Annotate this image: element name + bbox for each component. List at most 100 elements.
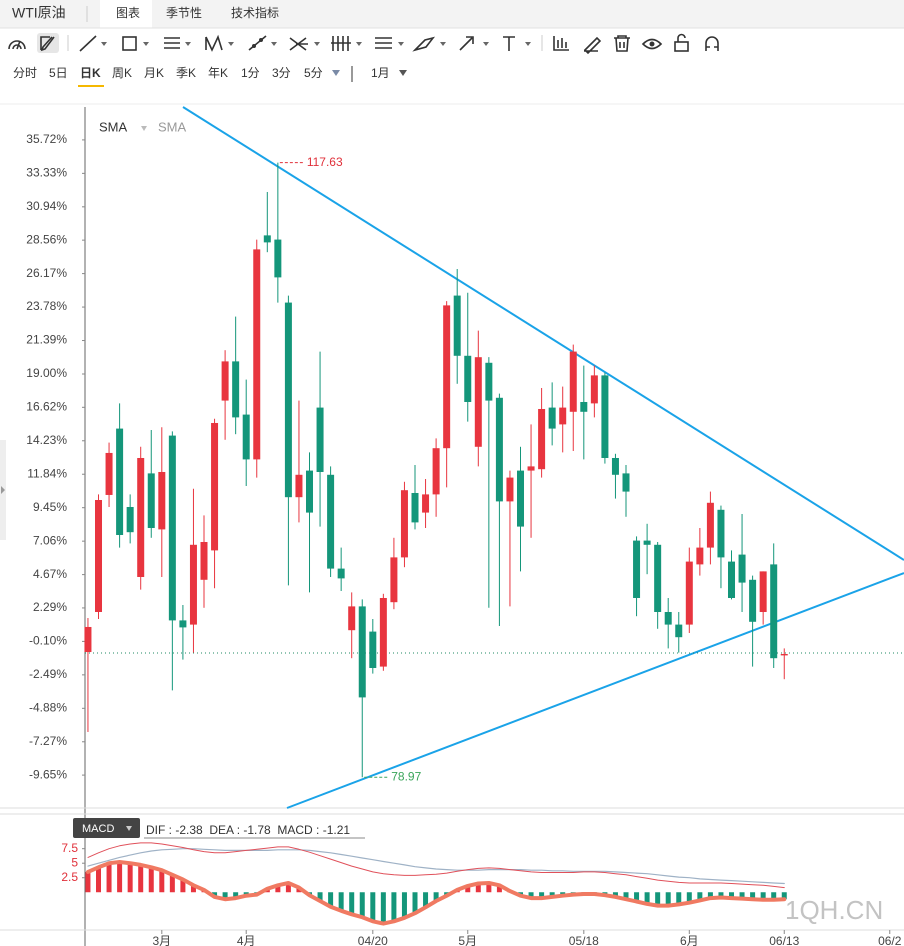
candle-body <box>464 355 472 402</box>
period[interactable]: 5日 <box>49 66 68 80</box>
period-bar: 分时 5日 日K 周K 月K 季K 年K 1分 3分 5分 1月 <box>13 66 407 87</box>
candle-body <box>116 428 124 535</box>
y-tick-label: 2.29% <box>33 600 67 614</box>
candle-body <box>590 375 598 404</box>
tool-icon[interactable] <box>674 33 689 52</box>
candle-body <box>126 506 134 533</box>
tool-icon[interactable] <box>79 35 107 52</box>
tool-icon[interactable] <box>8 40 26 50</box>
annotation: 117.63 <box>307 155 343 169</box>
candle-body <box>379 597 387 667</box>
tool-icon[interactable] <box>331 36 362 51</box>
candle-body <box>675 624 683 638</box>
candle-body <box>538 408 546 470</box>
y-tick-label: 19.00% <box>26 366 67 380</box>
dropdown-caret[interactable] <box>126 826 132 831</box>
indicator-label[interactable]: SMA <box>99 119 128 134</box>
candle-body <box>738 554 746 583</box>
tool-icon[interactable] <box>412 36 446 52</box>
candle-body <box>601 375 609 458</box>
macd-bar <box>781 892 787 900</box>
period[interactable]: 分时 <box>13 66 37 80</box>
side-arrow <box>1 486 5 494</box>
y-tick-label: 21.39% <box>26 333 67 347</box>
macd-bar <box>338 892 344 911</box>
x-tick-label: 5月 <box>458 934 477 946</box>
candle-body <box>759 571 767 612</box>
period[interactable]: 5分 <box>304 66 323 80</box>
tab[interactable]: 图表 <box>116 6 140 20</box>
tab-active-bg <box>100 0 152 28</box>
tool-icon[interactable] <box>553 36 569 51</box>
period-active[interactable]: 日K <box>80 66 101 80</box>
tool-icon[interactable] <box>641 38 663 50</box>
macd-bar <box>475 883 481 893</box>
period[interactable]: 1月 <box>371 66 390 80</box>
tool-icon[interactable] <box>583 36 602 55</box>
x-tick-label: 04/20 <box>358 934 388 946</box>
period[interactable]: 3分 <box>272 66 291 80</box>
tool-icon[interactable] <box>289 37 320 51</box>
tool-icon[interactable] <box>459 36 489 51</box>
macd-bar <box>233 892 239 899</box>
macd-bar <box>433 892 439 901</box>
tool-icon[interactable] <box>205 34 234 52</box>
tool-icon[interactable] <box>164 37 191 49</box>
macd-bar <box>655 892 661 906</box>
period[interactable]: 年K <box>208 66 228 80</box>
tab[interactable]: 季节性 <box>166 6 202 20</box>
y-tick-label: -4.88% <box>29 700 67 714</box>
candle-body <box>664 611 672 625</box>
tool-icon[interactable] <box>503 36 531 51</box>
y-tick-label: 16.62% <box>26 399 67 413</box>
candle-body <box>390 557 398 603</box>
candle-body <box>242 414 250 460</box>
period[interactable]: 1分 <box>241 66 260 80</box>
tab[interactable]: 技术指标 <box>231 5 279 20</box>
candle-body <box>369 631 377 668</box>
candle-body <box>654 544 662 612</box>
macd-bar <box>528 892 534 899</box>
macd-bar <box>697 892 703 901</box>
dropdown-caret[interactable] <box>141 126 147 131</box>
x-tick-label: 6月 <box>680 934 699 946</box>
period[interactable]: 季K <box>176 66 196 80</box>
candle-body <box>200 541 208 580</box>
trend-line[interactable] <box>182 106 904 561</box>
candle-body <box>168 435 176 621</box>
macd-bar <box>317 892 323 901</box>
trend-line[interactable] <box>286 572 904 809</box>
dea-line <box>87 848 785 885</box>
macd-bar <box>391 892 397 922</box>
candle-body <box>443 305 451 449</box>
macd-bar <box>623 892 629 900</box>
y-tick-label: 30.94% <box>26 199 67 213</box>
symbol: WTI原油 <box>12 5 66 21</box>
y-tick-label: 28.56% <box>26 232 67 246</box>
indicator-name[interactable]: MACD <box>82 823 114 835</box>
candle-body <box>717 509 725 558</box>
dropdown-caret[interactable] <box>332 70 340 76</box>
candle-body <box>400 490 408 558</box>
y-tick-label: 4.67% <box>33 567 67 581</box>
period[interactable]: 周K <box>112 66 132 80</box>
tool-icon[interactable] <box>375 37 404 49</box>
candle-body <box>696 547 704 565</box>
candle-body <box>411 492 419 523</box>
candle-body <box>485 362 493 401</box>
dropdown-caret[interactable] <box>399 70 407 76</box>
tool-icon[interactable] <box>40 36 55 52</box>
tool-icon[interactable] <box>614 35 630 52</box>
y-tick-label: 14.23% <box>26 433 67 447</box>
macd-bar <box>180 879 186 893</box>
tool-icon[interactable] <box>122 36 149 51</box>
candle-body <box>158 471 166 530</box>
macd-bar <box>285 882 291 893</box>
indicator-badge[interactable] <box>73 818 140 838</box>
indicator-label[interactable]: SMA <box>158 119 187 134</box>
y-tick-label: 7.5 <box>61 841 78 855</box>
tool-icon[interactable] <box>705 36 719 51</box>
y-tick-label: 26.17% <box>26 266 67 280</box>
period[interactable]: 月K <box>144 66 164 80</box>
tool-icon[interactable] <box>248 35 277 51</box>
